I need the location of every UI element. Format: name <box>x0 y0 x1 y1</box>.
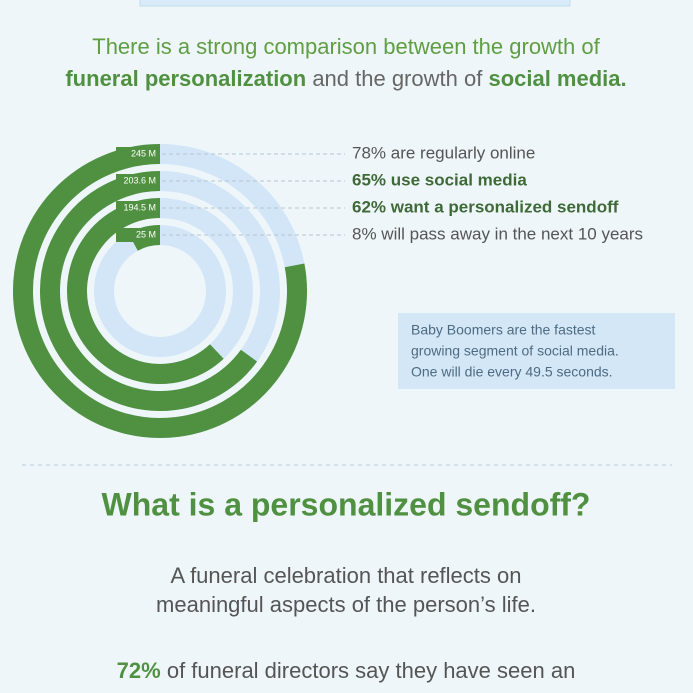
ring-tag-label: 245 M <box>131 148 156 158</box>
note: Baby Boomers are the fastest growing segm… <box>411 322 619 380</box>
ring-arc <box>40 171 258 411</box>
ring-tag-label: 194.5 M <box>123 202 156 212</box>
intro-line: There is a strong comparison between the… <box>92 34 600 59</box>
value-label: 78% are regularly online <box>352 143 535 162</box>
intro-line-2: funeral personalization and the growth o… <box>65 66 626 91</box>
ring-arc <box>67 198 224 384</box>
value-label: 62% want a personalized sendoff <box>352 197 619 216</box>
definition: A funeral celebration that reflects on me… <box>156 563 536 617</box>
top-panel <box>139 0 571 7</box>
ring-tag <box>116 201 160 215</box>
stat-line: 72% of funeral directors say they have s… <box>117 658 576 683</box>
radial-chart: 245 M 78% are regularly online 203.6 M 65% … <box>13 143 643 438</box>
highlight: social media. <box>488 66 626 91</box>
value-label: 65% use social media <box>352 170 527 189</box>
ring-tag <box>116 228 160 242</box>
stat: 72% <box>117 658 161 683</box>
ring-tag-label: 25 M <box>136 229 156 239</box>
value-label: 8% will pass away in the next 10 years <box>352 224 643 243</box>
ring-tag <box>116 174 160 188</box>
ring-arc <box>13 144 307 438</box>
highlight: funeral personalization <box>65 66 306 91</box>
connector: and the growth of <box>312 66 483 91</box>
note-box <box>398 313 675 389</box>
note-line: Baby Boomers are the fastest <box>411 322 596 338</box>
section-heading: What is a personalized sendoff? <box>102 486 591 522</box>
stat-text: of funeral directors say they have seen … <box>167 658 575 683</box>
note-line: One will die every 49.5 seconds. <box>411 364 613 380</box>
ring-tag-label: 203.6 M <box>123 175 156 185</box>
definition-line: A funeral celebration that reflects on <box>171 563 522 588</box>
definition-line: meaningful aspects of the person’s life. <box>156 592 536 617</box>
note-line: growing segment of social media. <box>411 343 619 359</box>
ring-tag <box>116 147 160 161</box>
